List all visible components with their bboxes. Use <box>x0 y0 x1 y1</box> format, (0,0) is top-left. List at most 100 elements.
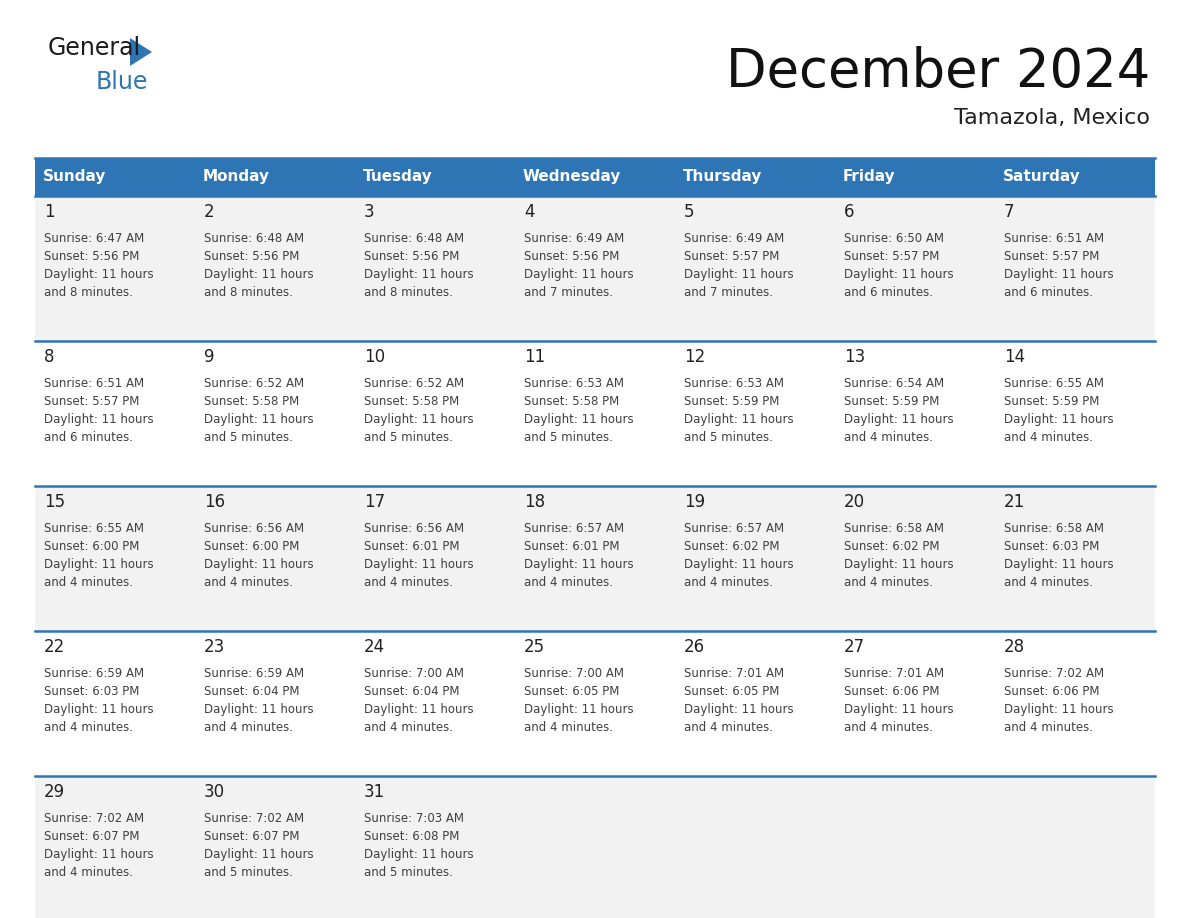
Text: Sunset: 5:56 PM: Sunset: 5:56 PM <box>364 250 460 263</box>
Text: Daylight: 11 hours: Daylight: 11 hours <box>364 703 474 716</box>
Text: Daylight: 11 hours: Daylight: 11 hours <box>204 413 314 426</box>
Text: 29: 29 <box>44 783 65 801</box>
Text: General: General <box>48 36 141 60</box>
Text: Sunrise: 6:57 AM: Sunrise: 6:57 AM <box>684 522 784 535</box>
Text: Daylight: 11 hours: Daylight: 11 hours <box>204 848 314 861</box>
Text: Sunrise: 7:00 AM: Sunrise: 7:00 AM <box>364 667 465 680</box>
Text: Sunset: 5:56 PM: Sunset: 5:56 PM <box>524 250 619 263</box>
Text: Daylight: 11 hours: Daylight: 11 hours <box>204 268 314 281</box>
Text: Sunset: 6:01 PM: Sunset: 6:01 PM <box>364 540 460 553</box>
Text: Sunday: Sunday <box>43 170 107 185</box>
Text: Daylight: 11 hours: Daylight: 11 hours <box>204 703 314 716</box>
Text: 13: 13 <box>843 348 865 366</box>
Text: and 7 minutes.: and 7 minutes. <box>524 286 613 299</box>
Text: Sunrise: 7:01 AM: Sunrise: 7:01 AM <box>684 667 784 680</box>
Text: 4: 4 <box>524 203 535 221</box>
Text: and 4 minutes.: and 4 minutes. <box>684 721 773 734</box>
Text: Sunrise: 7:02 AM: Sunrise: 7:02 AM <box>44 812 144 825</box>
Text: Blue: Blue <box>96 70 148 94</box>
Text: 3: 3 <box>364 203 374 221</box>
Text: Daylight: 11 hours: Daylight: 11 hours <box>1004 268 1113 281</box>
Text: Sunrise: 6:47 AM: Sunrise: 6:47 AM <box>44 232 144 245</box>
Text: Wednesday: Wednesday <box>523 170 621 185</box>
Text: Sunset: 5:57 PM: Sunset: 5:57 PM <box>1004 250 1099 263</box>
Text: and 4 minutes.: and 4 minutes. <box>843 431 933 444</box>
Text: Sunset: 5:58 PM: Sunset: 5:58 PM <box>364 395 460 408</box>
Text: and 5 minutes.: and 5 minutes. <box>524 431 613 444</box>
Text: and 8 minutes.: and 8 minutes. <box>204 286 293 299</box>
Text: Sunrise: 6:53 AM: Sunrise: 6:53 AM <box>684 377 784 390</box>
Text: Sunset: 5:57 PM: Sunset: 5:57 PM <box>843 250 940 263</box>
Text: Daylight: 11 hours: Daylight: 11 hours <box>44 558 153 571</box>
Text: Daylight: 11 hours: Daylight: 11 hours <box>843 413 954 426</box>
Text: Sunrise: 7:00 AM: Sunrise: 7:00 AM <box>524 667 624 680</box>
Text: Daylight: 11 hours: Daylight: 11 hours <box>684 703 794 716</box>
Polygon shape <box>129 38 152 66</box>
Text: Sunset: 6:05 PM: Sunset: 6:05 PM <box>524 685 619 698</box>
Text: Sunset: 6:04 PM: Sunset: 6:04 PM <box>364 685 460 698</box>
Text: Daylight: 11 hours: Daylight: 11 hours <box>524 703 633 716</box>
Text: Sunrise: 7:02 AM: Sunrise: 7:02 AM <box>204 812 304 825</box>
Text: 19: 19 <box>684 493 706 511</box>
Text: and 5 minutes.: and 5 minutes. <box>364 431 453 444</box>
Text: Sunset: 6:08 PM: Sunset: 6:08 PM <box>364 830 460 843</box>
Text: Daylight: 11 hours: Daylight: 11 hours <box>364 268 474 281</box>
Text: 15: 15 <box>44 493 65 511</box>
Text: Sunset: 6:07 PM: Sunset: 6:07 PM <box>204 830 299 843</box>
Text: and 4 minutes.: and 4 minutes. <box>684 576 773 589</box>
Text: and 4 minutes.: and 4 minutes. <box>364 721 453 734</box>
Text: and 5 minutes.: and 5 minutes. <box>364 866 453 879</box>
Text: Sunrise: 6:58 AM: Sunrise: 6:58 AM <box>843 522 944 535</box>
Text: and 4 minutes.: and 4 minutes. <box>44 576 133 589</box>
Bar <box>34 776 1155 918</box>
Text: 6: 6 <box>843 203 854 221</box>
Text: Sunset: 6:07 PM: Sunset: 6:07 PM <box>44 830 139 843</box>
Bar <box>34 486 1155 631</box>
Text: Sunset: 5:57 PM: Sunset: 5:57 PM <box>44 395 139 408</box>
Text: Daylight: 11 hours: Daylight: 11 hours <box>364 558 474 571</box>
Text: 25: 25 <box>524 638 545 656</box>
Text: Sunset: 5:56 PM: Sunset: 5:56 PM <box>44 250 139 263</box>
Text: Sunrise: 6:49 AM: Sunrise: 6:49 AM <box>684 232 784 245</box>
Text: Sunrise: 6:56 AM: Sunrise: 6:56 AM <box>204 522 304 535</box>
Text: and 4 minutes.: and 4 minutes. <box>1004 576 1093 589</box>
Text: Sunset: 6:03 PM: Sunset: 6:03 PM <box>44 685 139 698</box>
Text: Daylight: 11 hours: Daylight: 11 hours <box>524 558 633 571</box>
Text: Daylight: 11 hours: Daylight: 11 hours <box>1004 703 1113 716</box>
Text: Daylight: 11 hours: Daylight: 11 hours <box>684 413 794 426</box>
Text: 28: 28 <box>1004 638 1025 656</box>
Text: Daylight: 11 hours: Daylight: 11 hours <box>1004 558 1113 571</box>
Text: Sunset: 6:02 PM: Sunset: 6:02 PM <box>843 540 940 553</box>
Text: 1: 1 <box>44 203 55 221</box>
Text: and 4 minutes.: and 4 minutes. <box>44 721 133 734</box>
Text: 9: 9 <box>204 348 215 366</box>
Text: 23: 23 <box>204 638 226 656</box>
Text: Sunset: 5:58 PM: Sunset: 5:58 PM <box>524 395 619 408</box>
Text: 16: 16 <box>204 493 225 511</box>
Text: and 6 minutes.: and 6 minutes. <box>44 431 133 444</box>
Text: Sunrise: 6:48 AM: Sunrise: 6:48 AM <box>364 232 465 245</box>
Text: Sunrise: 6:53 AM: Sunrise: 6:53 AM <box>524 377 624 390</box>
Text: Daylight: 11 hours: Daylight: 11 hours <box>44 848 153 861</box>
Text: Monday: Monday <box>203 170 270 185</box>
Text: Sunset: 6:01 PM: Sunset: 6:01 PM <box>524 540 619 553</box>
Text: and 6 minutes.: and 6 minutes. <box>843 286 933 299</box>
Text: Sunrise: 6:55 AM: Sunrise: 6:55 AM <box>1004 377 1104 390</box>
Text: Daylight: 11 hours: Daylight: 11 hours <box>44 413 153 426</box>
Text: Sunset: 6:04 PM: Sunset: 6:04 PM <box>204 685 299 698</box>
Text: Daylight: 11 hours: Daylight: 11 hours <box>204 558 314 571</box>
Text: Sunrise: 6:59 AM: Sunrise: 6:59 AM <box>44 667 144 680</box>
Text: and 4 minutes.: and 4 minutes. <box>843 721 933 734</box>
Text: Sunrise: 6:50 AM: Sunrise: 6:50 AM <box>843 232 944 245</box>
Text: Sunset: 6:00 PM: Sunset: 6:00 PM <box>204 540 299 553</box>
Text: Daylight: 11 hours: Daylight: 11 hours <box>524 413 633 426</box>
Text: 10: 10 <box>364 348 385 366</box>
Text: Sunset: 5:59 PM: Sunset: 5:59 PM <box>684 395 779 408</box>
Text: 20: 20 <box>843 493 865 511</box>
Text: Tamazola, Mexico: Tamazola, Mexico <box>954 108 1150 128</box>
Text: Daylight: 11 hours: Daylight: 11 hours <box>684 268 794 281</box>
Text: Sunset: 6:02 PM: Sunset: 6:02 PM <box>684 540 779 553</box>
Text: Daylight: 11 hours: Daylight: 11 hours <box>44 703 153 716</box>
Text: Sunset: 5:57 PM: Sunset: 5:57 PM <box>684 250 779 263</box>
Text: Daylight: 11 hours: Daylight: 11 hours <box>843 703 954 716</box>
